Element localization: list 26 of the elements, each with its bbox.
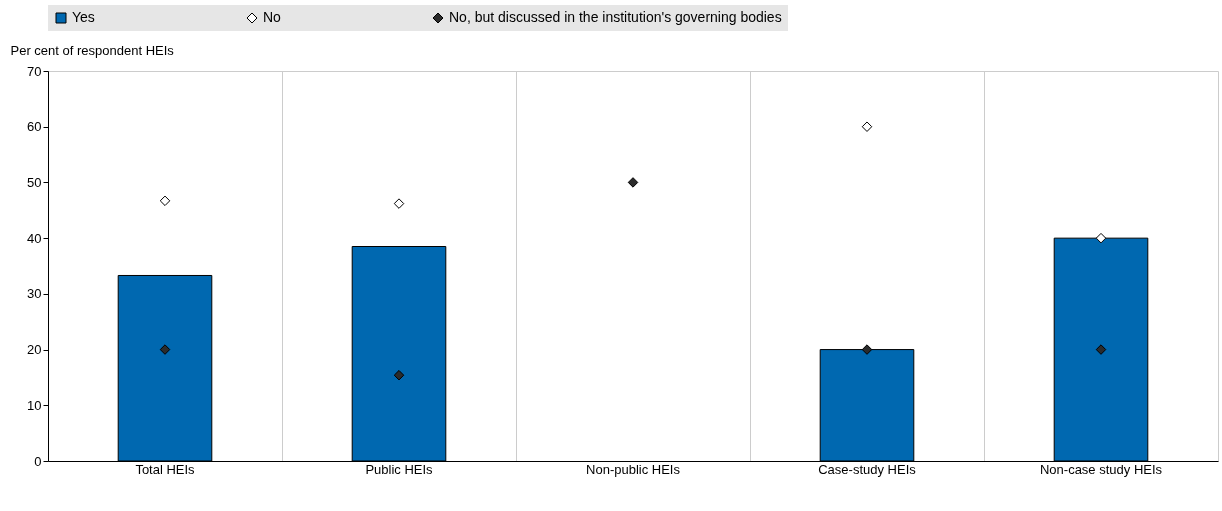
- point: [393, 198, 405, 209]
- point: [159, 344, 171, 355]
- point: [159, 195, 171, 207]
- x-tick-label: Non-public HEIs: [586, 461, 681, 477]
- point: [627, 177, 639, 188]
- y-tick-label: 70: [27, 63, 42, 79]
- legend-label: No: [263, 9, 282, 25]
- point: [393, 369, 405, 381]
- y-tick-label: 30: [27, 286, 42, 302]
- y-tick-label: 10: [27, 397, 42, 413]
- legend-label: Yes: [72, 9, 95, 25]
- y-tick-label: 50: [27, 174, 42, 190]
- point: [1095, 344, 1107, 355]
- y-tick-label: 60: [27, 119, 42, 135]
- x-tick-label: Non-case study HEIs: [1039, 461, 1163, 477]
- point: [1095, 232, 1107, 244]
- x-tick-label: Public HEIs: [365, 461, 434, 477]
- y-tick-label: 40: [27, 230, 42, 246]
- y-axis-title: Per cent of respondent HEIs: [10, 42, 175, 58]
- point: [861, 344, 873, 355]
- y-tick-label: 20: [27, 342, 42, 358]
- legend-label: No, but discussed in the institution's governing bodies: [449, 9, 782, 25]
- point: [861, 121, 873, 132]
- x-tick-label: Case-study HEIs: [818, 461, 917, 477]
- y-tick-label: 0: [34, 453, 42, 469]
- x-tick-label: Total HEIs: [135, 461, 196, 477]
